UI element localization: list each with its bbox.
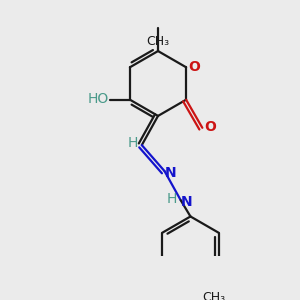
Text: CH₃: CH₃ bbox=[202, 291, 226, 300]
Text: N: N bbox=[181, 195, 193, 209]
Text: HO: HO bbox=[88, 92, 109, 106]
Text: O: O bbox=[204, 120, 216, 134]
Text: H: H bbox=[166, 191, 176, 206]
Text: H: H bbox=[127, 136, 138, 150]
Text: N: N bbox=[165, 166, 176, 180]
Text: O: O bbox=[188, 60, 200, 74]
Text: CH₃: CH₃ bbox=[146, 35, 170, 48]
